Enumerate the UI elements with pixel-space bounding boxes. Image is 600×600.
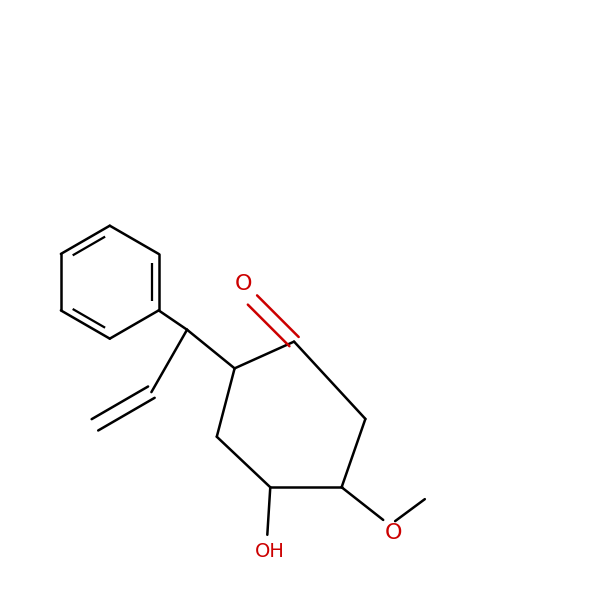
Text: O: O: [385, 523, 402, 543]
Text: O: O: [235, 274, 252, 294]
Text: OH: OH: [256, 542, 285, 561]
